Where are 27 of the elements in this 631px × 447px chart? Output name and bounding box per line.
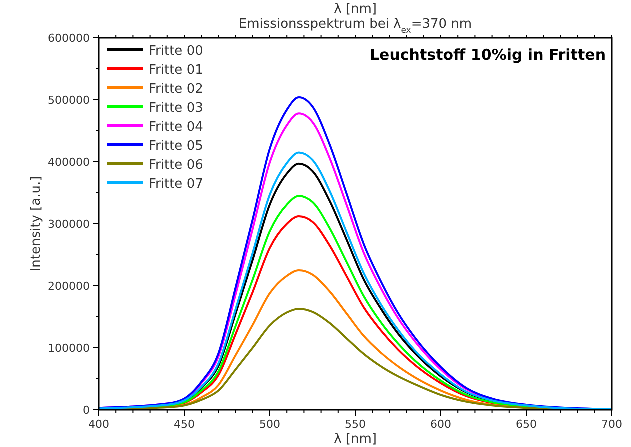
x-axis-title: λ [nm] xyxy=(334,432,377,447)
x-tick-label: 450 xyxy=(174,418,195,431)
y-tick-label: 300000 xyxy=(48,218,90,231)
x-tick-label: 550 xyxy=(345,418,366,431)
y-axis-title: Intensity [a.u.] xyxy=(29,176,44,272)
y-tick-label: 600000 xyxy=(48,32,90,45)
y-tick-label: 100000 xyxy=(48,342,90,355)
y-tick-label: 400000 xyxy=(48,156,90,169)
legend-label: Fritte 00 xyxy=(149,44,204,59)
annotation: Leuchtstoff 10%ig in Fritten xyxy=(370,46,606,64)
legend-label: Fritte 02 xyxy=(149,82,204,97)
x-tick-label: 500 xyxy=(260,418,280,431)
legend-label: Fritte 05 xyxy=(149,139,204,154)
y-tick-label: 500000 xyxy=(48,94,90,107)
legend-label: Fritte 01 xyxy=(149,63,204,78)
chart-title: Emissionsspektrum bei λ$_{ex}$=370 nm xyxy=(238,17,472,35)
legend-label: Fritte 03 xyxy=(149,101,204,116)
y-tick-label: 0 xyxy=(83,404,90,417)
x-tick-label: 700 xyxy=(602,418,622,431)
x-tick-label: 600 xyxy=(430,418,452,431)
legend-label: Fritte 07 xyxy=(149,177,204,192)
x-tick-label: 400 xyxy=(88,418,110,431)
x-tick-label: 650 xyxy=(516,418,537,431)
y-tick-label: 200000 xyxy=(48,280,90,293)
x2-axis-title: λ [nm] xyxy=(334,2,377,17)
legend-label: Fritte 04 xyxy=(149,120,204,135)
legend-label: Fritte 06 xyxy=(149,158,204,173)
